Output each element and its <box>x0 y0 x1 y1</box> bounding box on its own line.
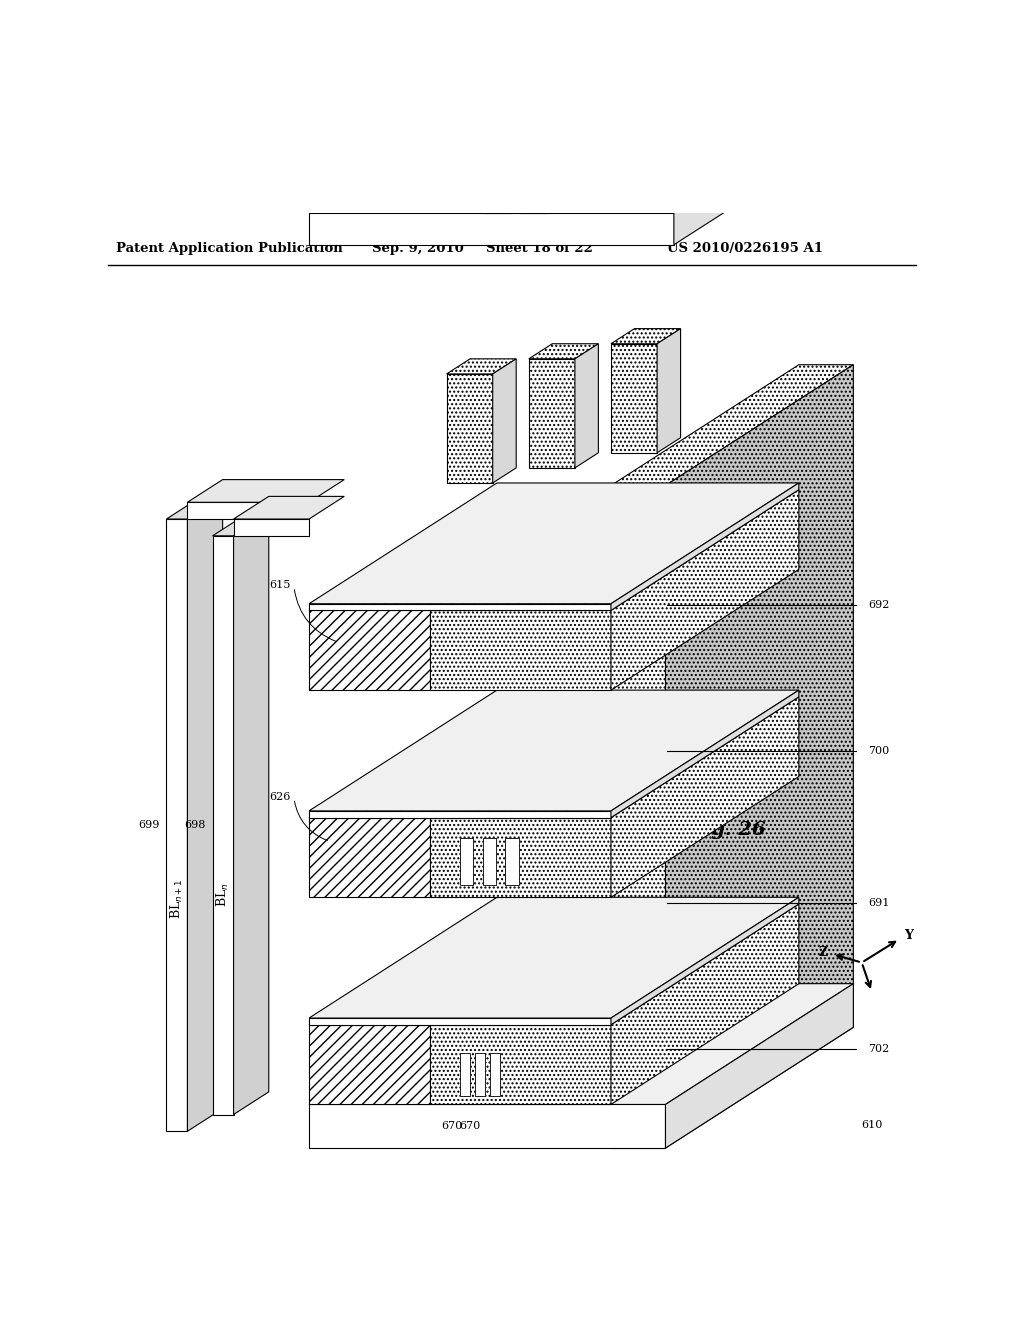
Polygon shape <box>520 180 571 194</box>
Polygon shape <box>233 496 344 519</box>
Polygon shape <box>309 483 799 603</box>
Text: 670: 670 <box>459 1121 480 1131</box>
Polygon shape <box>460 1052 470 1097</box>
Polygon shape <box>309 213 674 244</box>
Polygon shape <box>309 603 611 610</box>
Text: 614: 614 <box>463 853 471 870</box>
Polygon shape <box>309 898 799 1018</box>
Text: Patent Application Publication: Patent Application Publication <box>116 242 343 255</box>
Polygon shape <box>309 87 870 213</box>
Text: 700: 700 <box>868 746 890 755</box>
Polygon shape <box>309 1105 666 1148</box>
Polygon shape <box>484 194 511 213</box>
Text: 649: 649 <box>390 1060 409 1069</box>
Text: 625-1: 625-1 <box>512 845 541 854</box>
Polygon shape <box>611 483 799 610</box>
Text: 698: 698 <box>184 820 206 830</box>
Polygon shape <box>505 837 519 886</box>
Text: 626: 626 <box>269 792 291 801</box>
Polygon shape <box>309 817 430 898</box>
Polygon shape <box>233 513 268 1114</box>
Polygon shape <box>611 329 681 343</box>
Polygon shape <box>674 87 870 244</box>
Polygon shape <box>187 502 309 519</box>
Polygon shape <box>309 904 799 1024</box>
Polygon shape <box>309 1018 611 1024</box>
Polygon shape <box>309 610 430 690</box>
Polygon shape <box>233 519 309 536</box>
Polygon shape <box>490 1052 501 1097</box>
Polygon shape <box>611 490 799 690</box>
Polygon shape <box>574 343 598 467</box>
Polygon shape <box>611 697 799 898</box>
Polygon shape <box>167 496 222 519</box>
Polygon shape <box>611 364 853 486</box>
Text: SSL(2): SSL(2) <box>548 397 556 429</box>
Text: Sheet 18 of 22: Sheet 18 of 22 <box>486 242 593 255</box>
Text: 625-n: 625-n <box>512 1052 541 1061</box>
Text: 702: 702 <box>868 1044 890 1053</box>
Polygon shape <box>187 479 344 502</box>
Polygon shape <box>482 837 496 886</box>
Polygon shape <box>528 359 574 467</box>
Text: 690: 690 <box>359 645 379 655</box>
Text: 625-n: 625-n <box>512 1056 541 1065</box>
Polygon shape <box>309 1024 430 1105</box>
Polygon shape <box>611 690 799 817</box>
Polygon shape <box>430 610 611 690</box>
Polygon shape <box>666 983 853 1148</box>
Polygon shape <box>309 983 853 1105</box>
Polygon shape <box>213 536 233 1114</box>
Text: US 2010/0226195 A1: US 2010/0226195 A1 <box>668 242 823 255</box>
Text: Sep. 9, 2010: Sep. 9, 2010 <box>372 242 464 255</box>
Polygon shape <box>666 364 853 1148</box>
Polygon shape <box>187 496 222 1131</box>
Polygon shape <box>309 490 799 610</box>
Polygon shape <box>493 359 516 483</box>
Polygon shape <box>446 374 493 483</box>
Text: 612: 612 <box>508 854 516 870</box>
Text: Y: Y <box>903 929 912 942</box>
Polygon shape <box>430 1024 611 1105</box>
Text: Z: Z <box>819 946 828 958</box>
Polygon shape <box>611 898 799 1024</box>
Polygon shape <box>611 486 666 1148</box>
Polygon shape <box>528 343 598 359</box>
Polygon shape <box>475 1052 485 1097</box>
Polygon shape <box>484 180 535 194</box>
Polygon shape <box>430 817 611 898</box>
Text: 690: 690 <box>366 642 385 651</box>
Polygon shape <box>167 519 187 1131</box>
Text: 625-1: 625-1 <box>512 849 541 858</box>
Polygon shape <box>611 904 799 1105</box>
Text: BL$_n$: BL$_n$ <box>215 882 231 907</box>
Polygon shape <box>520 194 548 213</box>
Text: SSL(1): SSL(1) <box>465 413 474 444</box>
Text: 610: 610 <box>862 1119 883 1130</box>
Polygon shape <box>446 359 516 374</box>
Text: 613: 613 <box>485 854 494 870</box>
Polygon shape <box>657 329 681 453</box>
Text: 615: 615 <box>269 581 291 590</box>
Polygon shape <box>309 697 799 817</box>
Text: Fig. 26: Fig. 26 <box>690 821 766 840</box>
Polygon shape <box>611 343 657 453</box>
Text: 692: 692 <box>868 599 890 610</box>
Polygon shape <box>309 690 799 810</box>
Polygon shape <box>460 837 473 886</box>
Text: 695: 695 <box>538 0 559 3</box>
Text: 649: 649 <box>390 1060 410 1069</box>
Text: 691: 691 <box>868 898 890 908</box>
Polygon shape <box>213 513 268 536</box>
Text: BL$_{n+1}$: BL$_{n+1}$ <box>169 878 185 919</box>
Text: SSL(3): SSL(3) <box>630 383 639 413</box>
Text: 699: 699 <box>138 820 160 830</box>
Text: 670: 670 <box>441 1121 462 1131</box>
Polygon shape <box>309 810 611 817</box>
